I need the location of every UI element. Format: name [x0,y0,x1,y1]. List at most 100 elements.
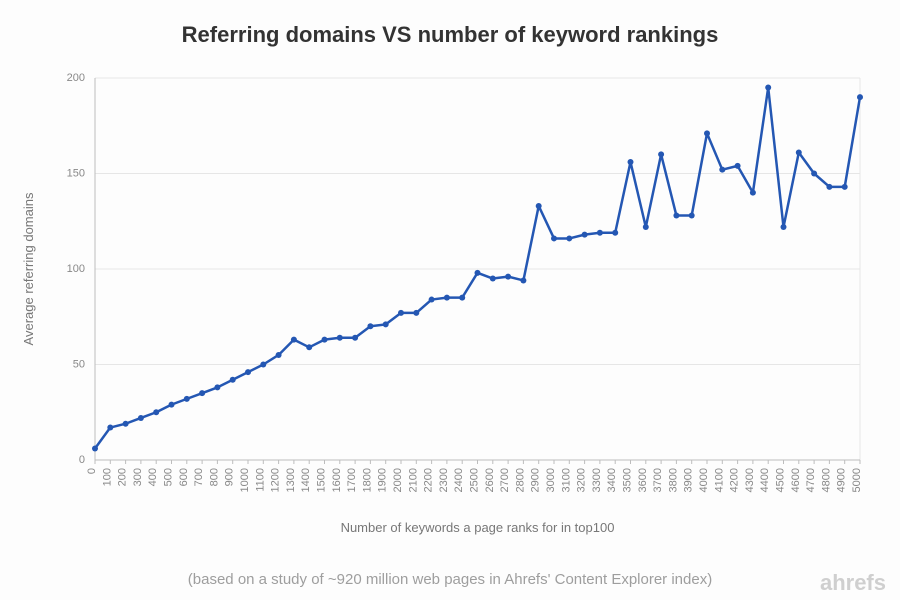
xtick-label: 1400 [300,468,312,492]
xtick-label: 3300 [591,468,603,492]
data-point [750,190,756,196]
xtick-label: 0 [86,468,98,474]
data-point [413,310,419,316]
xtick-label: 700 [193,468,205,486]
data-point [260,362,266,368]
xtick-label: 3000 [545,468,557,492]
data-point [842,184,848,190]
data-point [184,396,190,402]
xtick-label: 2500 [469,468,481,492]
xtick-label: 2400 [453,468,465,492]
data-point [704,130,710,136]
data-point [138,415,144,421]
xtick-label: 2200 [423,468,435,492]
data-point [444,295,450,301]
chart-background [0,0,900,600]
xtick-label: 1300 [285,468,297,492]
xtick-label: 1800 [361,468,373,492]
data-point [352,335,358,341]
y-axis-label: Average referring domains [21,192,36,345]
xtick-label: 3400 [606,468,618,492]
data-point [689,213,695,219]
xtick-label: 1500 [316,468,328,492]
xtick-label: 2800 [514,468,526,492]
data-point [245,369,251,375]
data-point [199,390,205,396]
data-point [92,446,98,452]
data-point [291,337,297,343]
data-point [582,232,588,238]
xtick-label: 3900 [683,468,695,492]
ytick-label: 0 [79,454,85,466]
data-point [306,344,312,350]
data-point [169,402,175,408]
xtick-label: 4700 [805,468,817,492]
data-point [643,224,649,230]
chart-container: Referring domains VS number of keyword r… [0,0,900,600]
data-point [826,184,832,190]
xtick-label: 800 [208,468,220,486]
xtick-label: 400 [147,468,159,486]
xtick-label: 4400 [759,468,771,492]
xtick-label: 300 [132,468,144,486]
data-point [765,85,771,91]
data-point [214,384,220,390]
xtick-label: 2600 [484,468,496,492]
data-point [520,277,526,283]
xtick-label: 1700 [346,468,358,492]
data-point [536,203,542,209]
data-point [719,167,725,173]
data-point [781,224,787,230]
data-point [551,235,557,241]
xtick-label: 4500 [775,468,787,492]
x-axis-label: Number of keywords a page ranks for in t… [341,520,615,535]
data-point [367,323,373,329]
data-point [107,425,113,431]
xtick-label: 4000 [698,468,710,492]
xtick-label: 3600 [637,468,649,492]
xtick-label: 1100 [254,468,266,492]
xtick-label: 200 [117,468,129,486]
data-point [459,295,465,301]
data-point [796,149,802,155]
xtick-label: 1900 [377,468,389,492]
ytick-label: 150 [67,167,85,179]
data-point [123,421,129,427]
xtick-label: 3500 [622,468,634,492]
data-point [566,235,572,241]
data-point [857,94,863,100]
xtick-label: 2300 [438,468,450,492]
data-point [429,297,435,303]
xtick-label: 4300 [744,468,756,492]
xtick-label: 2900 [530,468,542,492]
xtick-label: 3800 [667,468,679,492]
data-point [383,321,389,327]
data-point [490,276,496,282]
xtick-label: 500 [163,468,175,486]
xtick-label: 4100 [713,468,725,492]
data-point [735,163,741,169]
data-point [475,270,481,276]
xtick-label: 1200 [270,468,282,492]
brand-label: ahrefs [820,570,886,595]
xtick-label: 3700 [652,468,664,492]
data-point [658,151,664,157]
xtick-label: 3200 [576,468,588,492]
chart-title: Referring domains VS number of keyword r… [182,22,719,47]
data-point [505,274,511,280]
ytick-label: 200 [67,72,85,84]
xtick-label: 4900 [836,468,848,492]
data-point [628,159,634,165]
data-point [597,230,603,236]
xtick-label: 2000 [392,468,404,492]
xtick-label: 900 [224,468,236,486]
data-point [612,230,618,236]
data-point [153,409,159,415]
xtick-label: 600 [178,468,190,486]
chart-svg: Referring domains VS number of keyword r… [0,0,900,600]
xtick-label: 2700 [499,468,511,492]
data-point [673,213,679,219]
xtick-label: 4800 [820,468,832,492]
data-point [337,335,343,341]
xtick-label: 5000 [851,468,863,492]
